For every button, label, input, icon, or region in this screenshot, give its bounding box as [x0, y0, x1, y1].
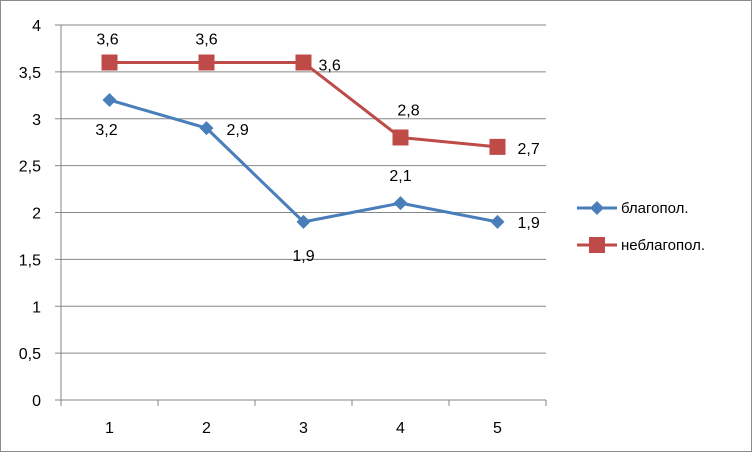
y-tick-label: 0,5 [19, 346, 41, 363]
y-tick-label: 3,5 [19, 65, 41, 82]
data-point-marker [102, 93, 117, 107]
legend-marker [589, 237, 605, 253]
data-point-marker [199, 121, 214, 136]
data-label: 3,6 [195, 32, 217, 49]
data-point-marker [489, 138, 506, 155]
data-label: 2,8 [397, 103, 419, 120]
x-tick-label: 1 [105, 420, 114, 437]
data-point-marker [198, 54, 215, 71]
y-tick-label: 1 [32, 299, 41, 316]
series-markers [101, 54, 506, 229]
x-tick-label: 3 [299, 420, 308, 437]
data-label: 3,2 [95, 122, 117, 139]
data-label: 1,9 [292, 248, 314, 265]
gridlines [61, 24, 546, 354]
y-tick-label: 1,5 [19, 252, 41, 269]
data-label: 2,9 [227, 122, 249, 139]
data-label: 1,9 [518, 215, 540, 232]
y-tick-label: 2,5 [19, 159, 41, 176]
legend: благопол. неблагопол. [577, 200, 705, 254]
data-point-marker [393, 196, 408, 211]
data-point-marker [490, 214, 505, 229]
data-point-marker [295, 54, 312, 71]
data-point-marker [392, 129, 409, 146]
legend-label: благопол. [621, 200, 689, 217]
series-line-2 [109, 61, 498, 149]
data-labels: 3,2 2,9 1,9 2,1 1,9 3,6 3,6 3,6 2,8 2,7 [95, 32, 539, 265]
y-axis-tick-labels: 0 0,5 1 1,5 2 2,5 3 3,5 4 [19, 18, 41, 410]
data-point-marker [296, 214, 311, 229]
y-tick-label: 4 [32, 18, 41, 35]
series-lines [109, 61, 498, 224]
data-label: 2,1 [389, 168, 411, 185]
data-point-marker [101, 54, 118, 71]
data-label: 3,6 [96, 32, 118, 49]
legend-marker [590, 201, 604, 215]
y-tick-label: 3 [32, 112, 41, 129]
y-tick-label: 2 [32, 206, 41, 223]
data-label: 3,6 [319, 58, 341, 75]
x-axis-tick-labels: 1 2 3 4 5 [105, 420, 502, 437]
data-label: 2,7 [518, 141, 540, 158]
y-tick-label: 0 [32, 393, 41, 410]
x-tick-label: 5 [493, 420, 502, 437]
x-tick-label: 4 [396, 420, 405, 437]
axes [55, 24, 547, 406]
x-tick-label: 2 [202, 420, 211, 437]
legend-label: неблагопол. [621, 237, 705, 254]
